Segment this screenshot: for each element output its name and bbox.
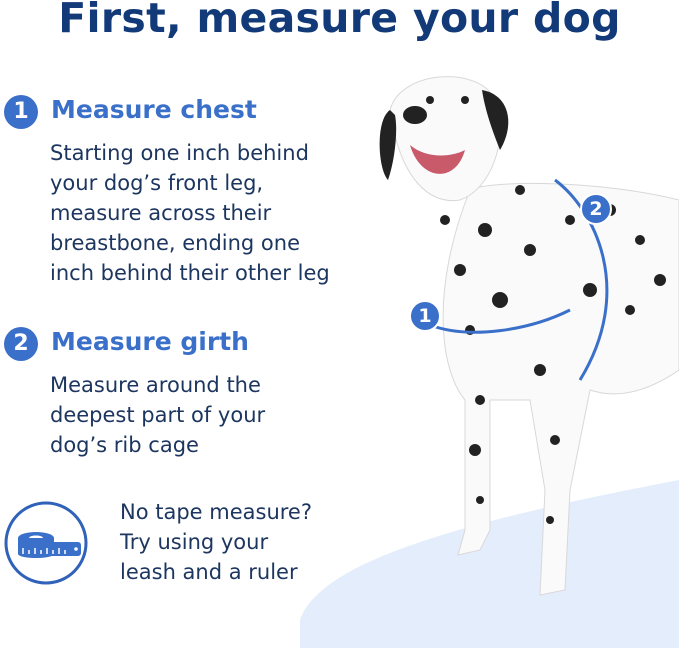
step-text: Measure around the deepest part of your …: [50, 373, 266, 457]
page-title: First, measure your dog: [58, 0, 621, 42]
step-number-badge: 1: [4, 95, 38, 129]
step-heading: Measure girth: [51, 327, 249, 356]
tip-text: No tape measure? Try using your leash an…: [120, 500, 312, 584]
diagram-marker-chest: 1: [409, 300, 441, 332]
dalmatian-dog-illustration: [379, 76, 679, 596]
step-heading: Measure chest: [51, 95, 257, 124]
step-number-badge: 2: [4, 327, 38, 361]
diagram-marker-girth: 2: [580, 193, 612, 225]
tape-measure-icon: [4, 501, 88, 585]
step-text: Starting one inch behind your dog’s fron…: [50, 141, 330, 285]
